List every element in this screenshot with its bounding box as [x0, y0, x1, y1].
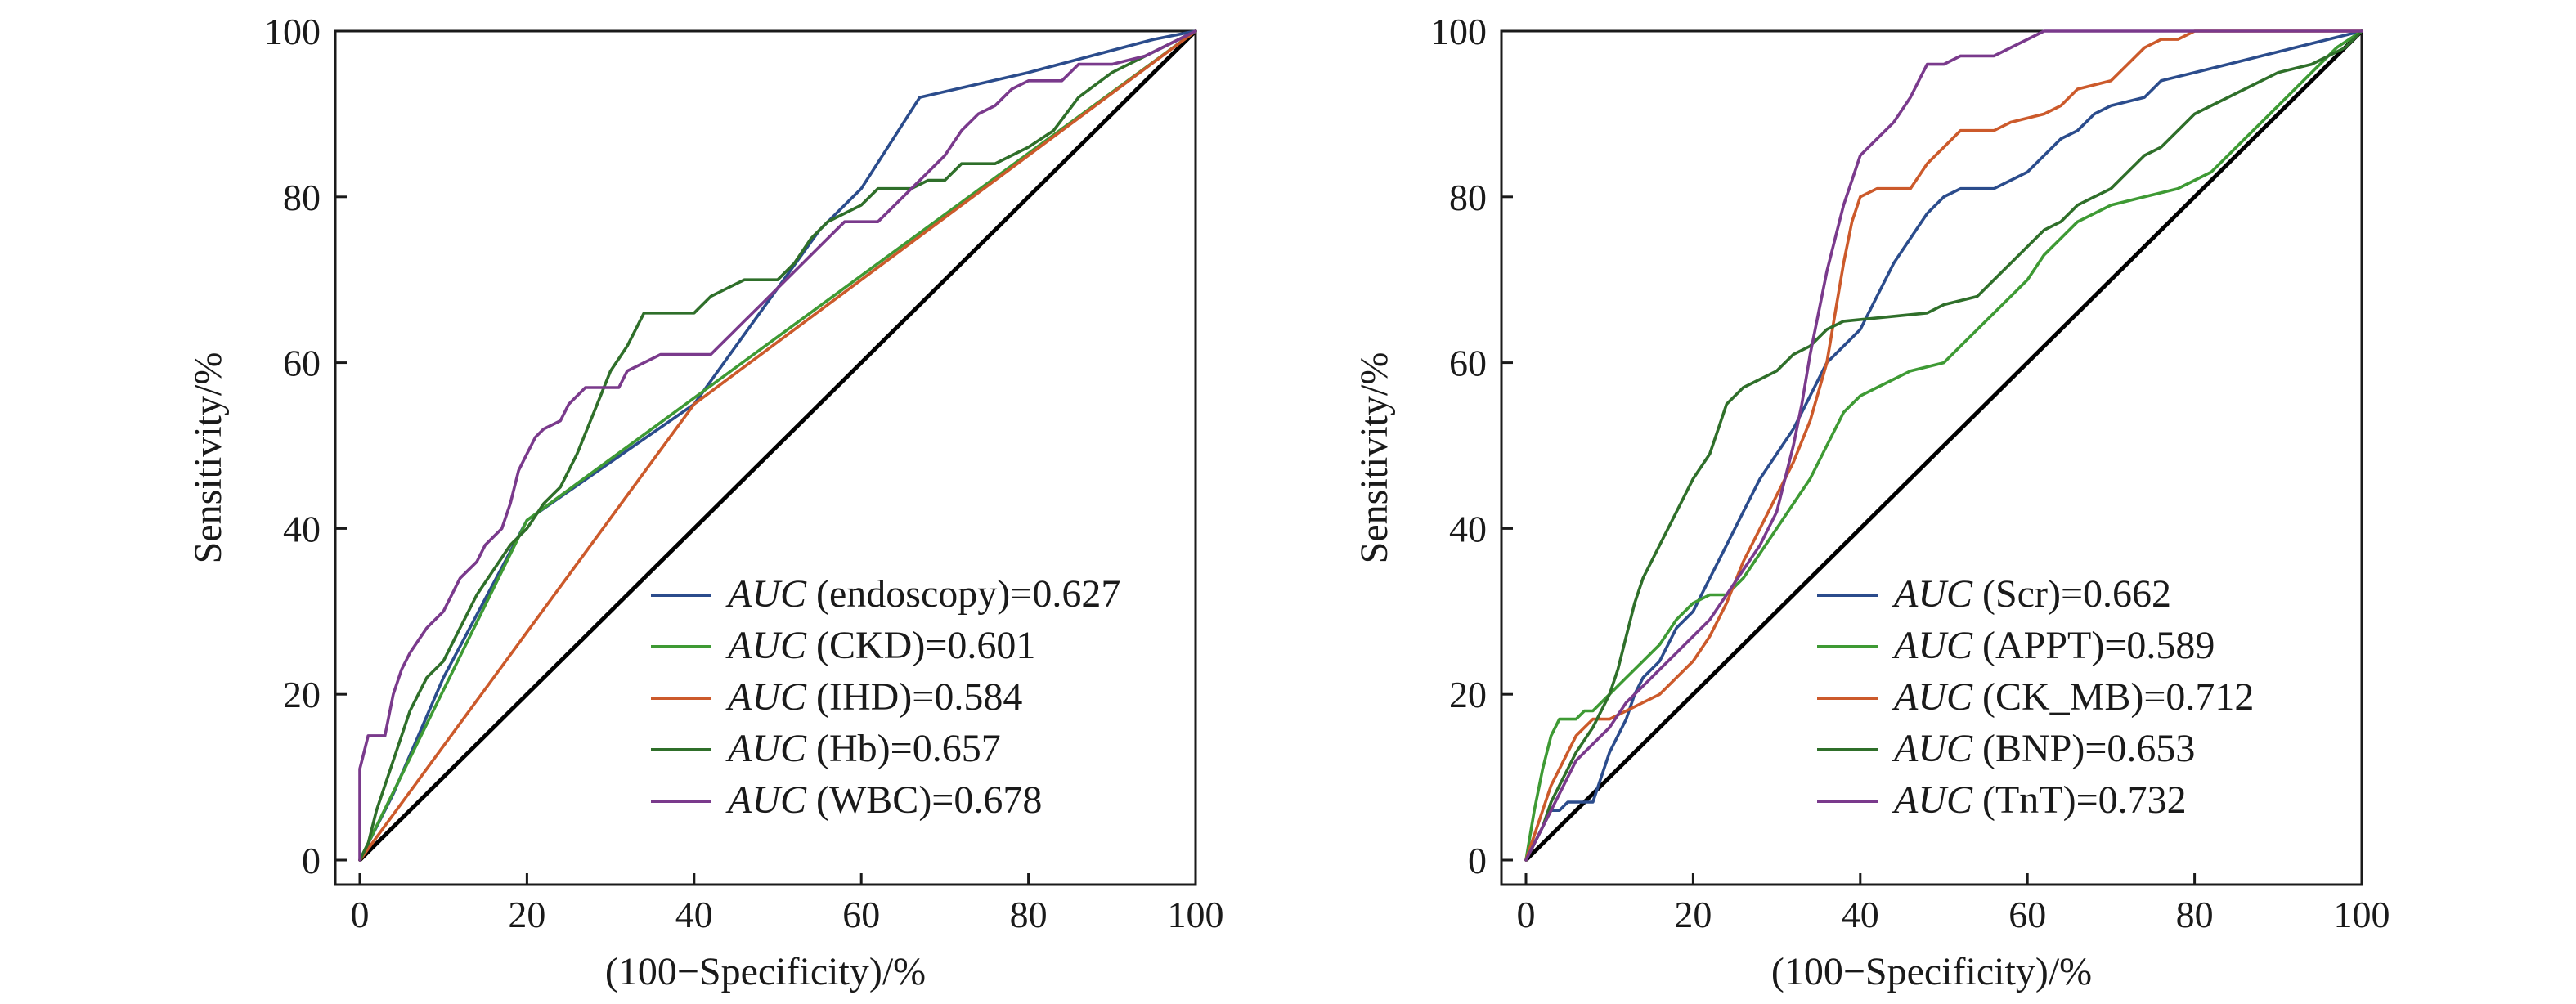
x-tick-label: 40	[1842, 894, 1879, 935]
roc-curve-4	[358, 29, 1197, 862]
x-axis-title: (100−Specificity)/%	[605, 950, 926, 993]
legend-label-auc: AUC	[1892, 572, 1973, 616]
y-tick-label: 0	[302, 840, 321, 881]
legend-label-value: (BNP)=0.653	[1972, 727, 2195, 770]
legend-item-3: AUC (CK_MB)=0.712	[1817, 675, 2254, 719]
legend-item-2: AUC (APPT)=0.589	[1817, 624, 2215, 667]
legend-item-3: AUC (IHD)=0.584	[651, 675, 1022, 719]
x-axis-title: (100−Specificity)/%	[1771, 950, 2092, 993]
y-tick-label: 60	[1449, 343, 1487, 384]
plot-frame	[334, 29, 1197, 886]
legend-item-5: AUC (WBC)=0.678	[651, 778, 1042, 822]
y-tick-label: 20	[1449, 674, 1487, 715]
x-tick-label: 40	[675, 894, 713, 935]
legend-item-2: AUC (CKD)=0.601	[651, 624, 1035, 667]
x-tick-label: 100	[1168, 894, 1224, 935]
roc-curve-1	[1524, 29, 2363, 862]
legend-label-auc: AUC	[1892, 778, 1973, 822]
legend-item-1: AUC (endoscopy)=0.627	[651, 572, 1120, 616]
legend-label-value: (WBC)=0.678	[806, 778, 1042, 822]
legend-label-value: (TnT)=0.732	[1972, 778, 2187, 822]
roc-curve-4	[1524, 29, 2363, 862]
legend-label-value: (IHD)=0.584	[806, 675, 1022, 719]
legend-item-1: AUC (Scr)=0.662	[1817, 572, 2171, 616]
roc-panel-1: 0 20 40 60 80 100 0 20 40 60 80 100 (100−Specificity…	[186, 11, 1224, 993]
legend-label-value: (Hb)=0.657	[806, 727, 1001, 770]
plot-frame	[1500, 29, 2363, 886]
legend-label-value: (Scr)=0.662	[1972, 572, 2171, 616]
legend-item-4: AUC (BNP)=0.653	[1817, 727, 2195, 770]
x-tick-label: 60	[842, 894, 880, 935]
legend-label: AUC (APPT)=0.589	[1892, 624, 2215, 667]
x-tick-label: 80	[1010, 894, 1048, 935]
legend-label-auc: AUC	[1892, 624, 1973, 667]
x-tick-label: 80	[2176, 894, 2214, 935]
legend-label-value: (endoscopy)=0.627	[806, 572, 1120, 616]
y-tick-label: 80	[283, 177, 321, 218]
roc-curve-2	[1524, 29, 2363, 862]
x-tick-label: 100	[2334, 894, 2390, 935]
legend-label-value: (CKD)=0.601	[806, 624, 1035, 667]
legend-label-auc: AUC	[725, 727, 807, 770]
y-tick-label: 0	[1468, 840, 1487, 881]
y-tick-label: 40	[1449, 508, 1487, 549]
legend-label: AUC (CK_MB)=0.712	[1892, 675, 2254, 719]
legend-label: AUC (endoscopy)=0.627	[725, 572, 1120, 616]
legend-label: AUC (WBC)=0.678	[725, 778, 1042, 822]
x-tick-label: 20	[508, 894, 545, 935]
y-tick-label: 80	[1449, 177, 1487, 218]
legend-label: AUC (BNP)=0.653	[1892, 727, 2195, 770]
legend-label: AUC (IHD)=0.584	[725, 675, 1022, 719]
x-tick-label: 20	[1674, 894, 1712, 935]
y-tick-label: 100	[264, 11, 321, 52]
legend-label-auc: AUC	[1892, 727, 1973, 770]
reference-diagonal-line	[1524, 29, 2363, 862]
legend-label-value: (CK_MB)=0.712	[1972, 675, 2254, 719]
roc-panel-2: 0 20 40 60 80 100 0 20 40 60 80 100 (100−Specificity…	[1353, 11, 2390, 993]
legend-label-auc: AUC	[725, 624, 807, 667]
legend-label-auc: AUC	[725, 778, 807, 822]
y-axis-title: Sensitivity/%	[186, 352, 230, 564]
y-axis-title: Sensitivity/%	[1353, 352, 1396, 564]
legend-label-auc: AUC	[725, 675, 807, 719]
y-tick-label: 40	[283, 508, 321, 549]
legend-label: AUC (CKD)=0.601	[725, 624, 1035, 667]
roc-curve-3	[1524, 29, 2363, 862]
x-tick-label: 0	[351, 894, 370, 935]
x-tick-label: 0	[1517, 894, 1536, 935]
legend-label: AUC (Scr)=0.662	[1892, 572, 2171, 616]
y-tick-label: 60	[283, 343, 321, 384]
roc-curve-5	[1524, 29, 2363, 862]
roc-curve-3	[358, 29, 1197, 862]
roc-curve-5	[358, 29, 1197, 862]
legend-label-value: (APPT)=0.589	[1972, 624, 2215, 667]
roc-curve-2	[358, 29, 1197, 862]
legend-label: AUC (Hb)=0.657	[725, 727, 1001, 770]
y-tick-label: 20	[283, 674, 321, 715]
legend-label-auc: AUC	[725, 572, 807, 616]
reference-diagonal-line	[358, 29, 1197, 862]
legend-item-4: AUC (Hb)=0.657	[651, 727, 1001, 770]
legend-label: AUC (TnT)=0.732	[1892, 778, 2187, 822]
y-tick-label: 100	[1430, 11, 1487, 52]
legend-label-auc: AUC	[1892, 675, 1973, 719]
x-tick-label: 60	[2008, 894, 2046, 935]
legend-item-5: AUC (TnT)=0.732	[1817, 778, 2187, 822]
